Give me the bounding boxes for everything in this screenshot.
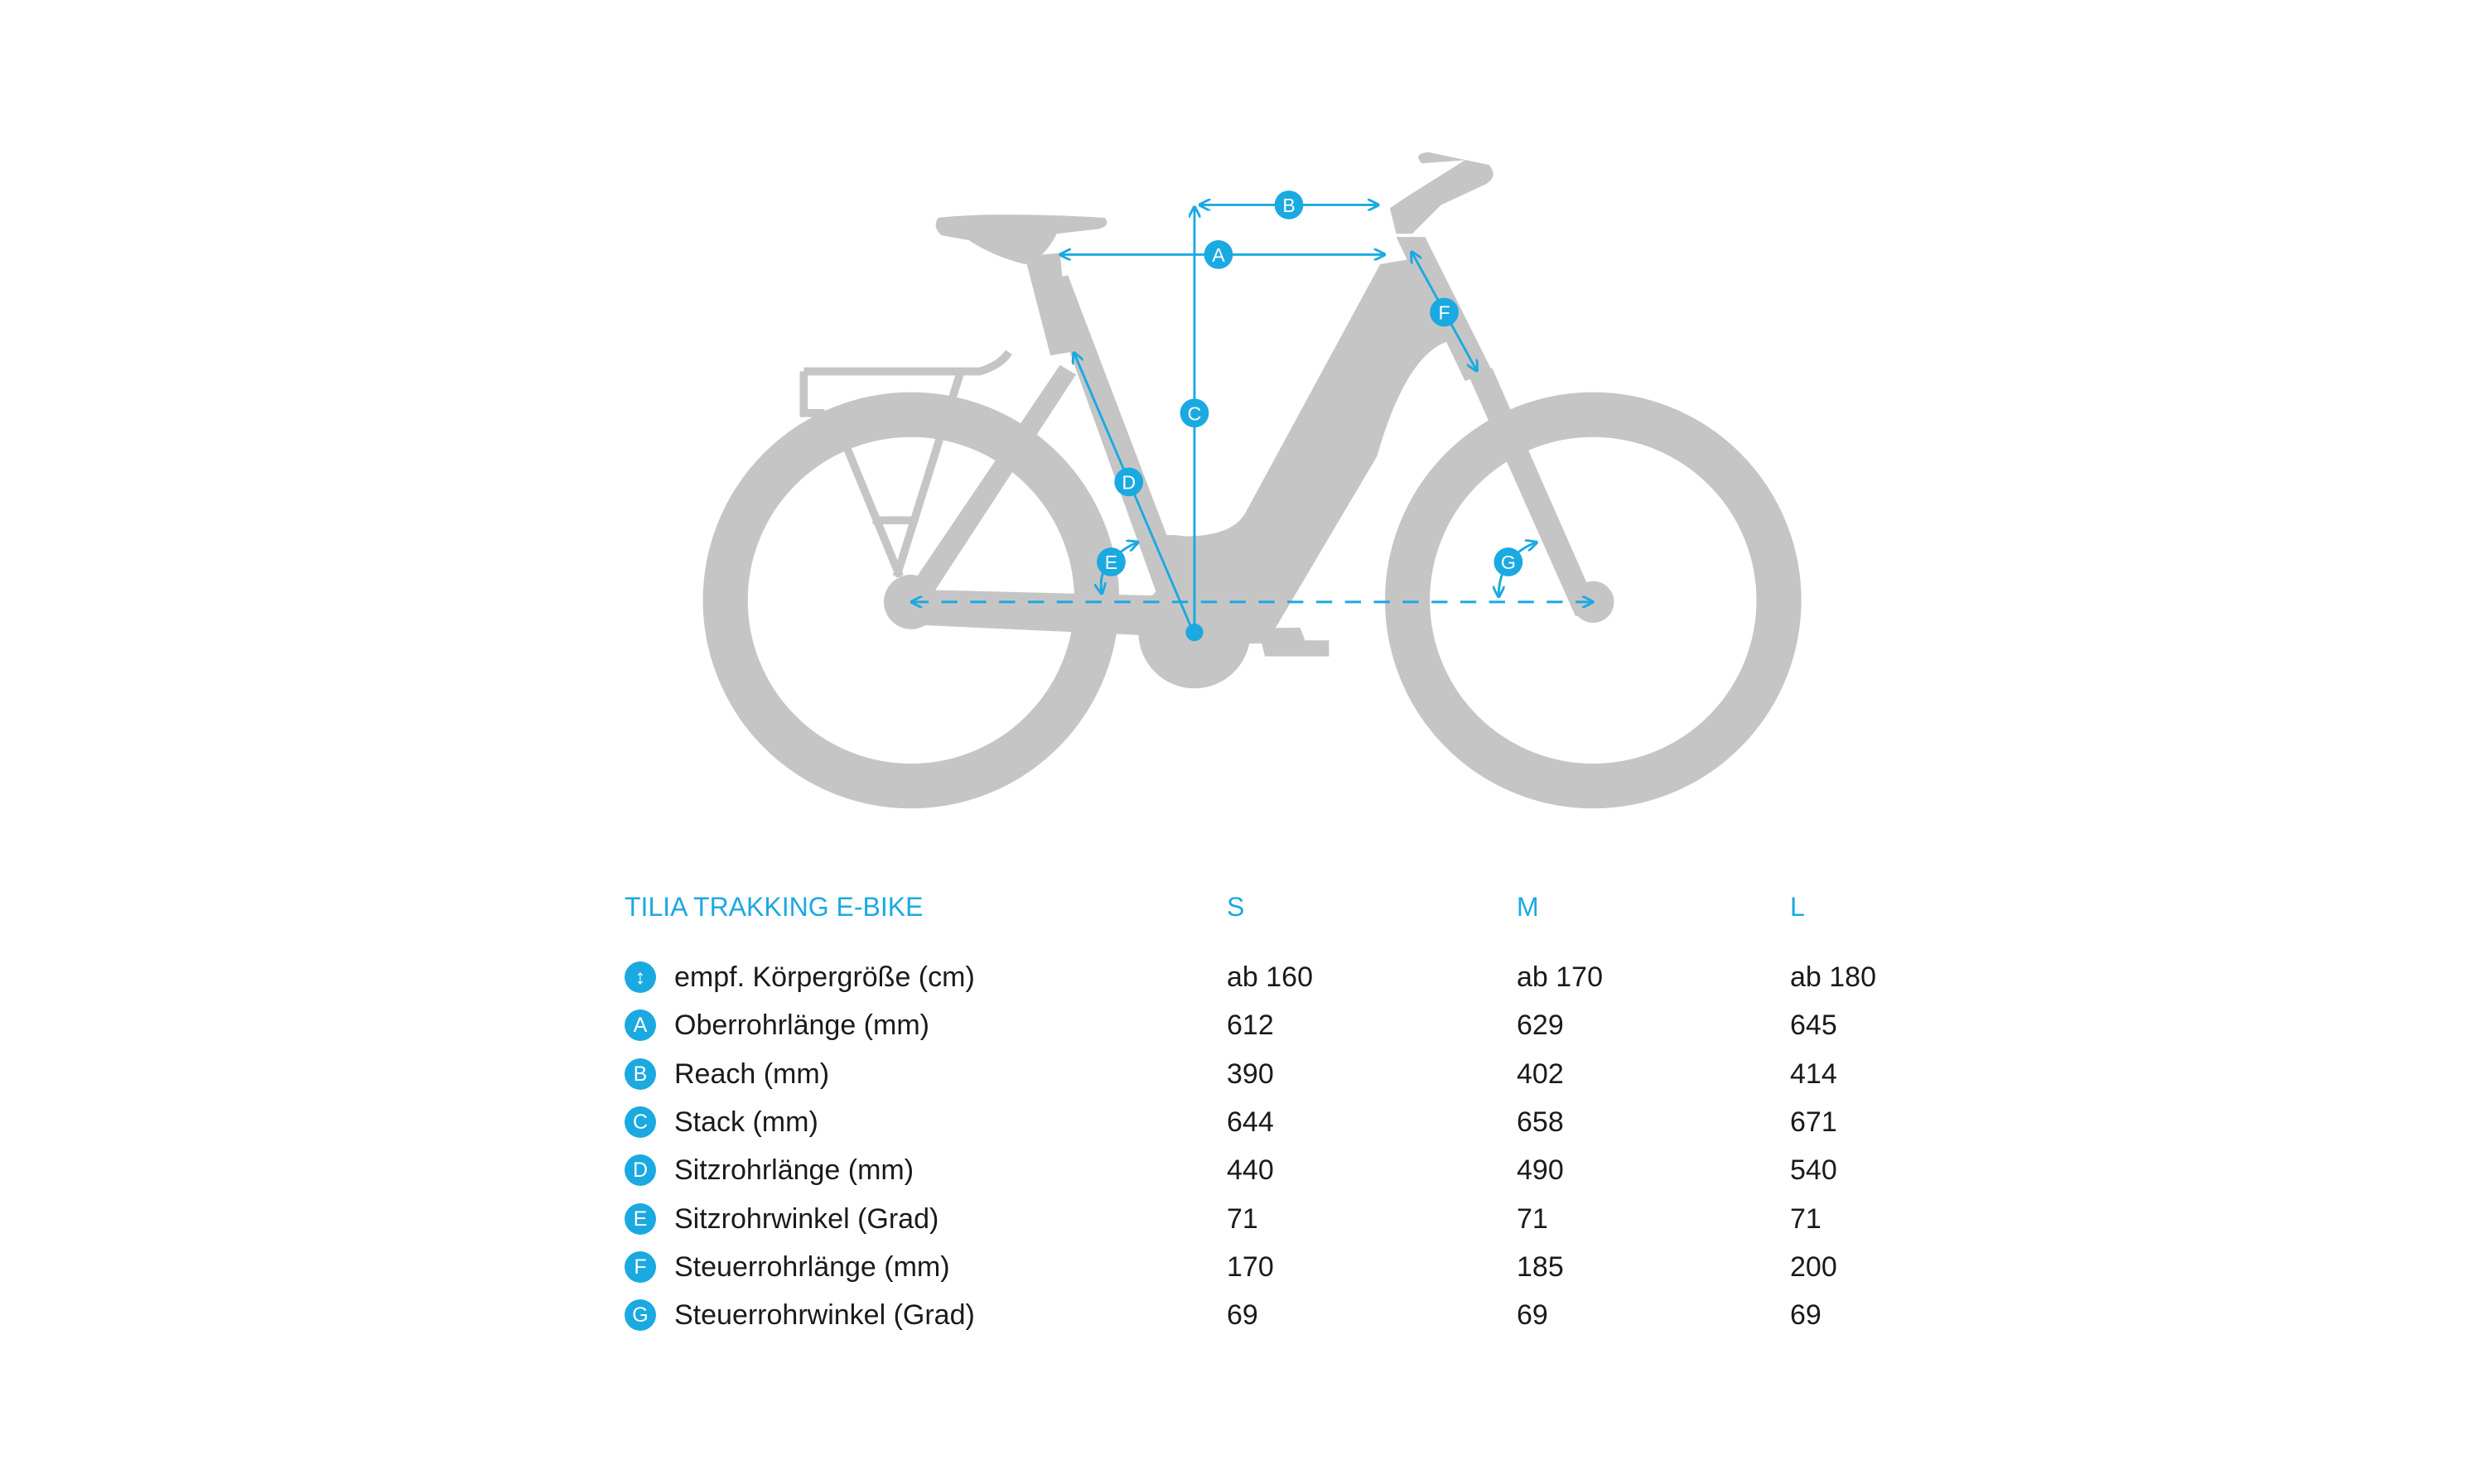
row-value-m: ab 170 [1517, 961, 1603, 993]
saddle [935, 214, 1107, 265]
row-value-l: 540 [1790, 1154, 1837, 1187]
down-tube [1152, 256, 1458, 641]
row-label: empf. Körpergröße (cm) [674, 961, 975, 993]
rear-rack [799, 349, 1012, 578]
badge-f: F [625, 1250, 656, 1283]
seat-stay [906, 364, 1076, 605]
svg-text:G: G [1501, 552, 1516, 573]
fork [1466, 368, 1599, 617]
badge-a: A [1204, 240, 1233, 269]
row-value-m: 490 [1517, 1154, 1564, 1187]
row-label: Stack (mm) [674, 1106, 818, 1138]
badge-f: F [1430, 297, 1459, 327]
row-value-m: 658 [1517, 1106, 1564, 1138]
row-value-l: 200 [1790, 1250, 1837, 1283]
row-value-l: ab 180 [1790, 961, 1876, 993]
row-label: Oberrohrlänge (mm) [674, 1009, 929, 1042]
badge-b: B [625, 1058, 656, 1090]
row-value-m: 185 [1517, 1250, 1564, 1283]
row-value-s: 612 [1227, 1009, 1274, 1042]
row-value-l: 645 [1790, 1009, 1837, 1042]
svg-text:B: B [1282, 195, 1295, 216]
height-arrow-icon: ↕ [625, 961, 656, 993]
size-header-m: M [1517, 892, 1539, 922]
pedal [1217, 627, 1329, 657]
row-value-s: 390 [1227, 1058, 1274, 1090]
row-value-s: 69 [1227, 1299, 1258, 1332]
badge-c: C [1180, 398, 1209, 428]
handlebar [1389, 152, 1493, 234]
row-value-l: 69 [1790, 1299, 1822, 1332]
row-value-s: 440 [1227, 1154, 1274, 1187]
row-label: Sitzrohrwinkel (Grad) [674, 1202, 939, 1235]
bike-silhouette [702, 152, 1802, 809]
badge-e: E [1097, 547, 1126, 576]
row-value-m: 71 [1517, 1202, 1548, 1235]
row-value-s: ab 160 [1227, 961, 1313, 993]
badge-c: C [625, 1106, 656, 1138]
badge-d: D [1114, 467, 1144, 497]
row-value-m: 69 [1517, 1299, 1548, 1332]
row-label: Steuerrohrlänge (mm) [674, 1250, 950, 1283]
seat-post [1025, 253, 1070, 356]
row-value-l: 414 [1790, 1058, 1837, 1090]
size-header-s: S [1227, 892, 1245, 922]
badge-d: D [625, 1154, 656, 1187]
svg-text:E: E [1105, 552, 1117, 573]
row-value-l: 671 [1790, 1106, 1837, 1138]
badge-g: G [1493, 547, 1523, 576]
measurement-badges: A B C D E F G [1097, 190, 1523, 576]
row-label: Reach (mm) [674, 1058, 830, 1090]
row-label: Sitzrohrlänge (mm) [674, 1154, 914, 1187]
badge-a: A [625, 1009, 656, 1042]
row-value-s: 71 [1227, 1202, 1258, 1235]
row-value-m: 629 [1517, 1009, 1564, 1042]
row-value-s: 170 [1227, 1250, 1274, 1283]
svg-text:C: C [1188, 402, 1202, 424]
row-label: Steuerrohrwinkel (Grad) [674, 1299, 975, 1332]
row-value-l: 71 [1790, 1202, 1822, 1235]
svg-text:D: D [1122, 472, 1136, 494]
row-value-s: 644 [1227, 1106, 1274, 1138]
svg-text:A: A [1212, 244, 1225, 266]
badge-g: G [625, 1299, 656, 1332]
size-header-l: L [1790, 892, 1805, 922]
table-title: TILIA TRAKKING E-BIKE [625, 892, 924, 922]
badge-b: B [1274, 190, 1304, 219]
row-value-m: 402 [1517, 1058, 1564, 1090]
badge-e: E [625, 1202, 656, 1235]
svg-text:F: F [1438, 302, 1450, 324]
